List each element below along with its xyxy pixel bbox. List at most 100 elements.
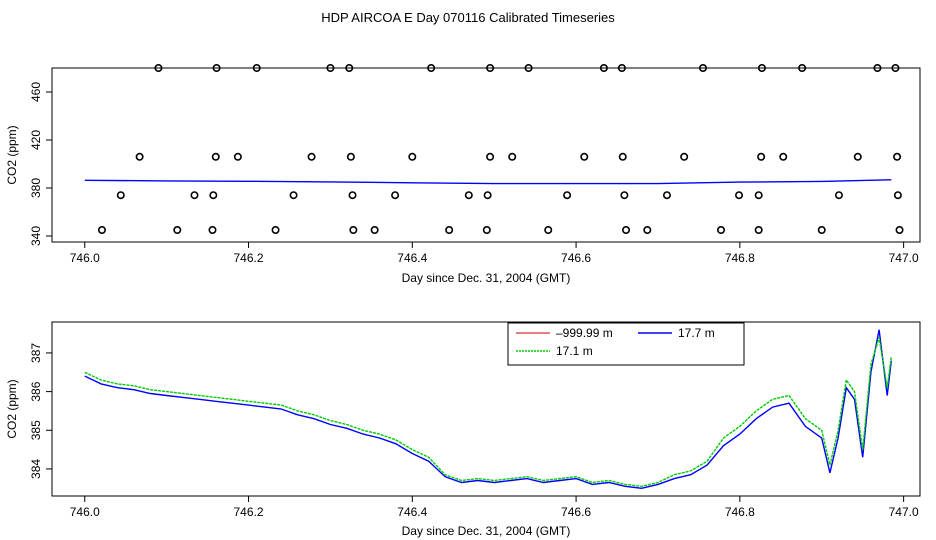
data-point [853, 152, 862, 161]
data-point [483, 191, 492, 200]
data-point [620, 191, 629, 200]
data-point [135, 152, 144, 161]
bottom-series [84, 329, 892, 490]
x-tick-label: 747.0 [889, 251, 919, 265]
top-y-ticks: 340 380 420 460 [29, 82, 52, 246]
y-tick-label: 460 [29, 82, 43, 102]
data-point [445, 226, 454, 235]
data-point [544, 226, 553, 235]
x-tick-label: 746.0 [70, 505, 100, 519]
legend-box [507, 322, 745, 366]
data-point [680, 152, 689, 161]
x-tick-label: 746.4 [397, 505, 427, 519]
data-point [209, 191, 218, 200]
bottom-plot-frame [51, 321, 921, 497]
data-point [208, 226, 217, 235]
data-point [580, 152, 589, 161]
bottom-y-ticks: 384 385 386 387 [29, 343, 52, 479]
data-point [563, 191, 572, 200]
x-tick-label: 747.0 [889, 505, 919, 519]
x-tick-label: 746.8 [725, 251, 755, 265]
legend-label-series-3: 17.1 m [556, 344, 593, 358]
data-point [116, 191, 125, 200]
y-tick-label: 340 [29, 226, 43, 246]
data-point [486, 64, 495, 73]
x-tick-label: 746.8 [725, 505, 755, 519]
data-point [735, 191, 744, 200]
data-point [427, 64, 436, 73]
figure-title: HDP AIRCOA E Day 070116 Calibrated Times… [321, 10, 615, 25]
data-point [599, 64, 608, 73]
data-point [391, 191, 400, 200]
data-point [754, 191, 763, 200]
data-point [349, 226, 358, 235]
data-point [757, 64, 766, 73]
data-point [643, 226, 652, 235]
data-point [408, 152, 417, 161]
data-point [212, 64, 221, 73]
data-point [508, 152, 517, 161]
legend: –999.99 m 17.7 m 17.1 m [507, 322, 745, 366]
data-point [154, 64, 163, 73]
data-point [618, 152, 627, 161]
bottom-x-ticks: 746.0 746.2 746.4 746.6 746.8 747.0 [70, 496, 919, 519]
data-point [757, 152, 766, 161]
x-tick-label: 746.2 [234, 251, 264, 265]
data-point [662, 191, 671, 200]
y-tick-label: 380 [29, 178, 43, 198]
data-point [97, 226, 106, 235]
top-series [84, 64, 904, 235]
data-point [895, 226, 904, 235]
legend-label-series-1: –999.99 m [556, 326, 613, 340]
data-point [464, 191, 473, 200]
data-point [779, 152, 788, 161]
x-tick-label: 746.2 [234, 505, 264, 519]
data-point [271, 226, 280, 235]
data-point [754, 226, 763, 235]
data-point [873, 64, 882, 73]
bottom-panel: Day since Dec. 31, 2004 (GMT) CO2 (ppm) … [5, 321, 921, 538]
data-point [348, 191, 357, 200]
series-line-2 [84, 329, 892, 490]
data-point [893, 152, 902, 161]
data-point [486, 152, 495, 161]
data-point [891, 64, 900, 73]
bottom-ylabel: CO2 (ppm) [5, 379, 19, 438]
y-tick-label: 387 [29, 343, 43, 363]
data-point [190, 191, 199, 200]
y-tick-label: 385 [29, 420, 43, 440]
series-line-3 [84, 337, 892, 488]
data-point [233, 152, 242, 161]
data-point [370, 226, 379, 235]
x-tick-label: 746.0 [70, 251, 100, 265]
data-point [622, 226, 631, 235]
data-point [326, 64, 335, 73]
data-point [346, 152, 355, 161]
top-xlabel: Day since Dec. 31, 2004 (GMT) [402, 271, 571, 285]
top-panel: Day since Dec. 31, 2004 (GMT) CO2 (ppm) … [5, 64, 921, 285]
data-point [252, 64, 261, 73]
data-point [307, 152, 316, 161]
top-ylabel: CO2 (ppm) [5, 125, 19, 184]
data-point [617, 64, 626, 73]
y-tick-label: 386 [29, 381, 43, 401]
x-tick-label: 746.6 [561, 505, 591, 519]
data-point [717, 226, 726, 235]
bottom-xlabel: Day since Dec. 31, 2004 (GMT) [402, 524, 571, 538]
data-point [345, 64, 354, 73]
data-point [524, 64, 533, 73]
data-point [289, 191, 298, 200]
data-point [817, 226, 826, 235]
x-tick-label: 746.4 [397, 251, 427, 265]
data-point [798, 64, 807, 73]
data-point [211, 152, 220, 161]
data-point [834, 191, 843, 200]
x-tick-label: 746.6 [561, 251, 591, 265]
data-point [893, 191, 902, 200]
data-point [698, 64, 707, 73]
legend-label-series-2: 17.7 m [678, 326, 715, 340]
top-x-ticks: 746.0 746.2 746.4 746.6 746.8 747.0 [70, 242, 919, 265]
data-point [173, 226, 182, 235]
top-plot-frame [51, 67, 921, 243]
series-line-2 [84, 179, 892, 185]
